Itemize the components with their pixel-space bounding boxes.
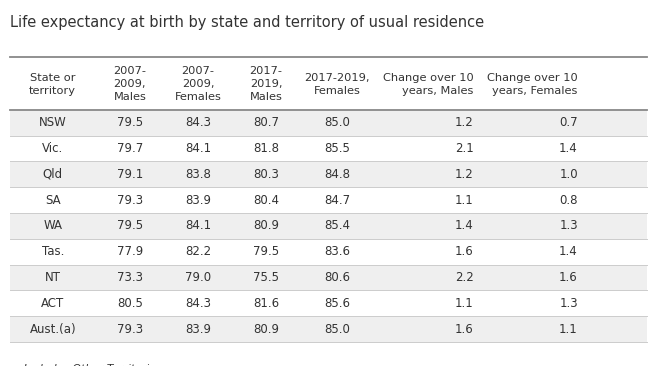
- Text: NT: NT: [45, 271, 60, 284]
- Text: 1.3: 1.3: [559, 219, 578, 232]
- Text: 84.3: 84.3: [185, 297, 211, 310]
- Text: Change over 10
years, Males: Change over 10 years, Males: [383, 73, 473, 96]
- Text: 83.6: 83.6: [324, 245, 350, 258]
- Text: 75.5: 75.5: [253, 271, 279, 284]
- Text: Qld: Qld: [43, 168, 63, 181]
- Text: 79.3: 79.3: [117, 194, 143, 207]
- Text: 80.9: 80.9: [253, 322, 279, 336]
- Text: Aust.(a): Aust.(a): [29, 322, 76, 336]
- Text: 1.6: 1.6: [454, 322, 473, 336]
- Text: 77.9: 77.9: [117, 245, 143, 258]
- Text: 80.4: 80.4: [253, 194, 279, 207]
- Text: NSW: NSW: [39, 116, 66, 129]
- Text: 79.7: 79.7: [117, 142, 143, 155]
- Text: a. Includes Other Territories.: a. Includes Other Territories.: [10, 364, 164, 366]
- Text: 0.8: 0.8: [560, 194, 578, 207]
- Text: 84.1: 84.1: [185, 219, 211, 232]
- Text: 1.4: 1.4: [559, 245, 578, 258]
- Text: 1.4: 1.4: [559, 142, 578, 155]
- Text: 85.0: 85.0: [324, 116, 350, 129]
- Text: 81.8: 81.8: [253, 142, 279, 155]
- Text: 2.1: 2.1: [454, 142, 473, 155]
- Text: 79.5: 79.5: [117, 219, 143, 232]
- Text: 84.7: 84.7: [324, 194, 350, 207]
- Text: 1.1: 1.1: [559, 322, 578, 336]
- Text: 84.3: 84.3: [185, 116, 211, 129]
- Text: 79.0: 79.0: [185, 271, 211, 284]
- Text: 79.1: 79.1: [117, 168, 143, 181]
- Text: 84.8: 84.8: [324, 168, 350, 181]
- Text: 84.1: 84.1: [185, 142, 211, 155]
- Text: 79.5: 79.5: [253, 245, 280, 258]
- Text: 2017-
2019,
Males: 2017- 2019, Males: [250, 66, 283, 102]
- Text: 1.1: 1.1: [454, 194, 473, 207]
- Text: 2.2: 2.2: [454, 271, 473, 284]
- Text: 85.6: 85.6: [324, 297, 350, 310]
- Text: 1.2: 1.2: [454, 116, 473, 129]
- Text: WA: WA: [44, 219, 62, 232]
- Text: 73.3: 73.3: [117, 271, 143, 284]
- Text: 80.7: 80.7: [253, 116, 279, 129]
- Text: Vic.: Vic.: [42, 142, 63, 155]
- Text: ACT: ACT: [41, 297, 64, 310]
- Text: 0.7: 0.7: [559, 116, 578, 129]
- Text: 79.5: 79.5: [117, 116, 143, 129]
- Text: 1.6: 1.6: [454, 245, 473, 258]
- Text: 85.0: 85.0: [324, 322, 350, 336]
- Text: 80.3: 80.3: [254, 168, 279, 181]
- Text: 1.4: 1.4: [454, 219, 473, 232]
- Text: 1.6: 1.6: [559, 271, 578, 284]
- Text: 79.3: 79.3: [117, 322, 143, 336]
- Text: 1.1: 1.1: [454, 297, 473, 310]
- Text: 1.0: 1.0: [559, 168, 578, 181]
- Text: 85.5: 85.5: [324, 142, 350, 155]
- Text: 80.6: 80.6: [324, 271, 350, 284]
- Text: 1.2: 1.2: [454, 168, 473, 181]
- Text: 82.2: 82.2: [185, 245, 211, 258]
- Text: Tas.: Tas.: [42, 245, 64, 258]
- Text: 83.9: 83.9: [185, 194, 211, 207]
- Text: State or
territory: State or territory: [29, 73, 76, 96]
- Text: SA: SA: [45, 194, 60, 207]
- Text: 80.5: 80.5: [117, 297, 143, 310]
- Text: Life expectancy at birth by state and territory of usual residence: Life expectancy at birth by state and te…: [10, 15, 484, 30]
- Text: 81.6: 81.6: [253, 297, 280, 310]
- Text: 85.4: 85.4: [324, 219, 350, 232]
- Text: 2017-2019,
Females: 2017-2019, Females: [304, 73, 370, 96]
- Text: 80.9: 80.9: [253, 219, 279, 232]
- Text: 2007-
2009,
Females: 2007- 2009, Females: [175, 66, 222, 102]
- Text: 83.9: 83.9: [185, 322, 211, 336]
- Text: 83.8: 83.8: [185, 168, 211, 181]
- Text: 1.3: 1.3: [559, 297, 578, 310]
- Text: 2007-
2009,
Males: 2007- 2009, Males: [113, 66, 146, 102]
- Text: Change over 10
years, Females: Change over 10 years, Females: [487, 73, 578, 96]
